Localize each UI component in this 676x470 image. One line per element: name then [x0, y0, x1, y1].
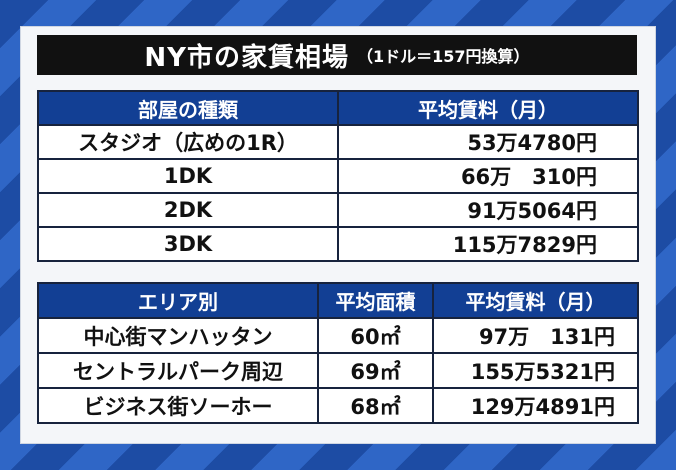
rent-cell: 97万 131円 [432, 317, 639, 354]
area-size-cell: 68㎡ [317, 387, 434, 424]
area-name-cell: 中心街マンハッタン [37, 317, 319, 354]
page-title: NY市の家賃相場 [144, 42, 350, 73]
rent-cell: 129万4891円 [432, 387, 639, 424]
area-table: エリア別 平均面積 平均賃料（月） 中心街マンハッタン 60㎡ 97万 131円… [37, 282, 639, 424]
table-header-row: エリア別 平均面積 平均賃料（月） [37, 282, 639, 319]
table-row: セントラルパーク周辺 69㎡ 155万5321円 [37, 352, 639, 389]
area-size-cell: 60㎡ [317, 317, 434, 354]
area-name-cell: セントラルパーク周辺 [37, 352, 319, 389]
room-type-cell: 1DK [37, 158, 339, 194]
rent-cell: 53万4780円 [337, 124, 639, 160]
table-row: 1DK 66万 310円 [37, 158, 639, 194]
table-header-row: 部屋の種類 平均賃料（月） [37, 90, 639, 126]
table-row: 3DK 115万7829円 [37, 226, 639, 262]
title-bar: NY市の家賃相場 （1ドル＝157円換算） [37, 35, 637, 75]
rent-cell: 91万5064円 [337, 192, 639, 228]
rent-cell: 66万 310円 [337, 158, 639, 194]
table-row: 中心街マンハッタン 60㎡ 97万 131円 [37, 317, 639, 354]
room-type-cell: スタジオ（広めの1R） [37, 124, 339, 160]
column-header-area: エリア別 [37, 282, 319, 319]
table-row: 2DK 91万5064円 [37, 192, 639, 228]
column-header-average-size: 平均面積 [317, 282, 434, 319]
room-type-cell: 2DK [37, 192, 339, 228]
room-type-table: 部屋の種類 平均賃料（月） スタジオ（広めの1R） 53万4780円 1DK 6… [37, 90, 639, 262]
area-size-cell: 69㎡ [317, 352, 434, 389]
column-header-room-type: 部屋の種類 [37, 90, 339, 126]
content-panel: NY市の家賃相場 （1ドル＝157円換算） 部屋の種類 平均賃料（月） スタジオ… [20, 26, 656, 444]
rent-cell: 155万5321円 [432, 352, 639, 389]
table-row: スタジオ（広めの1R） 53万4780円 [37, 124, 639, 160]
room-type-cell: 3DK [37, 226, 339, 262]
area-name-cell: ビジネス街ソーホー [37, 387, 319, 424]
exchange-rate-note: （1ドル＝157円換算） [357, 47, 530, 66]
rent-cell: 115万7829円 [337, 226, 639, 262]
table-row: ビジネス街ソーホー 68㎡ 129万4891円 [37, 387, 639, 424]
column-header-average-rent: 平均賃料（月） [432, 282, 639, 319]
column-header-average-rent: 平均賃料（月） [337, 90, 639, 126]
